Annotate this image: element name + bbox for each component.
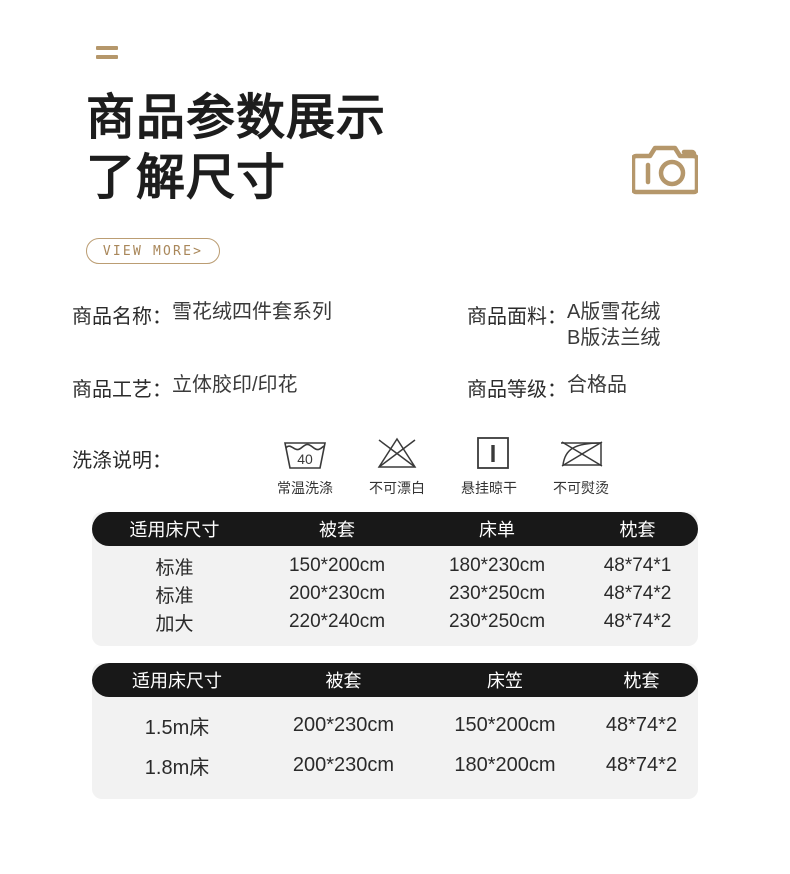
size-table-duvet-flat: 适用床尺寸 被套 床单 枕套 标准 150*200cm 180*230cm 48… (92, 512, 698, 646)
table-row: 1.5m床 200*230cm 150*200cm 48*74*2 (92, 705, 698, 745)
equals-mark-icon (96, 46, 118, 59)
cell-duvet-cover: 200*230cm (288, 583, 386, 604)
cell-duvet-cover: 200*230cm (292, 713, 395, 736)
table-row: 加大 220*240cm 230*250cm 48*74*2 (92, 608, 698, 636)
cell-bed-size: 加大 (155, 613, 194, 635)
spec-label: 商品名称： (72, 306, 172, 328)
column-header-fitted-sheet: 床笠 (487, 671, 523, 691)
table-body: 1.5m床 200*230cm 150*200cm 48*74*2 1.8m床 … (92, 697, 698, 799)
column-header-sheet: 床单 (479, 520, 515, 540)
no-iron-icon (546, 432, 616, 474)
equals-bar-bottom (96, 55, 118, 59)
care-icon-list: 40 常温洗涤 不可漂白 (270, 432, 616, 498)
care-text: 常温洗涤 (277, 480, 333, 496)
cell-sheet: 230*250cm (448, 583, 546, 604)
page-title-line-2: 了解尺寸 (86, 148, 287, 206)
care-text: 悬挂晾干 (461, 480, 517, 496)
column-header-pillowcase: 枕套 (623, 671, 660, 691)
care-item-dry: 悬挂晾干 (454, 432, 524, 498)
care-item-iron: 不可熨烫 (546, 432, 616, 498)
page-title-line-1: 商品参数展示 (86, 89, 387, 146)
spec-value: 雪花绒四件套系列 (172, 301, 332, 323)
cell-duvet-cover: 200*230cm (292, 753, 395, 776)
column-header-duvet-cover: 被套 (319, 520, 355, 540)
column-header-bed-size: 适用床尺寸 (129, 520, 220, 540)
table-row: 标准 200*230cm 230*250cm 48*74*2 (92, 580, 698, 608)
camera-icon (630, 138, 700, 196)
column-header-pillowcase: 枕套 (619, 520, 656, 540)
spec-item-fabric: 商品面料： A版雪花绒 B版法兰绒 (467, 300, 722, 351)
svg-text:40: 40 (297, 451, 313, 467)
column-header-duvet-cover: 被套 (325, 671, 362, 691)
cell-bed-size: 1.5m床 (144, 716, 210, 739)
cell-pillowcase: 48*74*2 (603, 583, 672, 604)
size-table-duvet-fitted: 适用床尺寸 被套 床笠 枕套 1.5m床 200*230cm 150*200cm… (92, 663, 698, 799)
cell-duvet-cover: 150*200cm (288, 555, 386, 576)
cell-bed-size: 1.8m床 (144, 756, 210, 779)
spec-item-name: 商品名称： 雪花绒四件套系列 (72, 300, 467, 329)
cell-sheet: 180*230cm (448, 555, 546, 576)
page-title: 商品参数展示 了解尺寸 (86, 88, 386, 208)
spec-row: 商品工艺： 立体胶印/印花 商品等级： 合格品 (72, 373, 722, 402)
care-label: 洗涤说明： (72, 450, 172, 472)
table-row: 标准 150*200cm 180*230cm 48*74*1 (92, 552, 698, 580)
cell-pillowcase: 48*74*2 (605, 753, 678, 776)
care-text: 不可漂白 (369, 480, 425, 496)
spec-item-craft: 商品工艺： 立体胶印/印花 (72, 373, 467, 402)
spec-label: 商品工艺： (72, 379, 172, 402)
care-instructions: 洗涤说明： 40 常温洗涤 (72, 432, 732, 498)
care-item-wash: 40 常温洗涤 (270, 432, 340, 498)
cell-fitted-sheet: 180*200cm (454, 753, 556, 776)
care-text: 不可熨烫 (553, 480, 609, 496)
cell-pillowcase: 48*74*2 (605, 713, 678, 736)
spec-value: A版雪花绒 B版法兰绒 (567, 301, 661, 349)
care-item-bleach: 不可漂白 (362, 432, 432, 498)
cell-pillowcase: 48*74*1 (603, 555, 672, 576)
table-header-row: 适用床尺寸 被套 床单 枕套 (92, 512, 698, 546)
wash-tub-40-icon: 40 (270, 432, 340, 474)
line-dry-icon (454, 432, 524, 474)
column-header-bed-size: 适用床尺寸 (132, 671, 222, 691)
spec-label: 商品等级： (467, 379, 567, 402)
cell-pillowcase: 48*74*2 (603, 611, 672, 632)
spec-item-grade: 商品等级： 合格品 (467, 373, 722, 402)
spec-label: 商品面料： (467, 306, 567, 328)
cell-bed-size: 标准 (155, 585, 194, 607)
view-more-button[interactable]: VIEW MORE> (86, 238, 220, 264)
cell-sheet: 230*250cm (448, 611, 546, 632)
spec-row: 商品名称： 雪花绒四件套系列 商品面料： A版雪花绒 B版法兰绒 (72, 300, 722, 351)
no-bleach-icon (362, 432, 432, 474)
equals-bar-top (96, 46, 118, 50)
cell-bed-size: 标准 (155, 557, 194, 579)
table-body: 标准 150*200cm 180*230cm 48*74*1 标准 200*23… (92, 546, 698, 646)
spec-value: 立体胶印/印花 (172, 374, 298, 397)
table-header-row: 适用床尺寸 被套 床笠 枕套 (92, 663, 698, 697)
cell-fitted-sheet: 150*200cm (454, 713, 556, 736)
table-row: 1.8m床 200*230cm 180*200cm 48*74*2 (92, 745, 698, 785)
cell-duvet-cover: 220*240cm (288, 611, 386, 632)
spec-value: 合格品 (567, 374, 627, 397)
spec-list: 商品名称： 雪花绒四件套系列 商品面料： A版雪花绒 B版法兰绒 商品工艺： 立… (72, 300, 722, 424)
